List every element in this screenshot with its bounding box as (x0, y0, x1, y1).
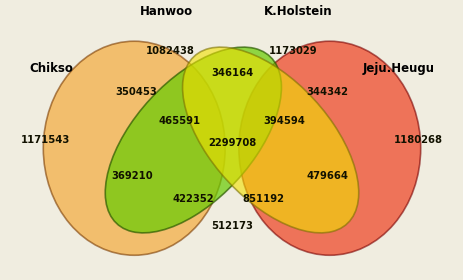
Text: 465591: 465591 (158, 116, 200, 126)
Text: 369210: 369210 (111, 171, 152, 181)
Text: 479664: 479664 (306, 171, 348, 181)
Text: 344342: 344342 (306, 87, 348, 97)
Text: K.Holstein: K.Holstein (263, 4, 332, 18)
Text: 1180268: 1180268 (393, 135, 442, 145)
Text: Hanwoo: Hanwoo (139, 4, 192, 18)
Text: 2299708: 2299708 (207, 138, 256, 148)
Text: 851192: 851192 (242, 194, 284, 204)
Text: 1171543: 1171543 (21, 135, 70, 145)
Text: 1082438: 1082438 (146, 46, 194, 56)
Text: 394594: 394594 (263, 116, 305, 126)
Text: Jeju.Heugu: Jeju.Heugu (362, 62, 433, 75)
Text: Chikso: Chikso (30, 62, 73, 75)
Text: 422352: 422352 (172, 194, 214, 204)
Ellipse shape (182, 47, 358, 233)
Text: 512173: 512173 (211, 221, 252, 232)
Ellipse shape (238, 41, 420, 255)
Text: 346164: 346164 (210, 68, 253, 78)
Text: 1173029: 1173029 (269, 46, 317, 56)
Ellipse shape (43, 41, 225, 255)
Text: 350453: 350453 (115, 87, 157, 97)
Ellipse shape (105, 47, 281, 233)
